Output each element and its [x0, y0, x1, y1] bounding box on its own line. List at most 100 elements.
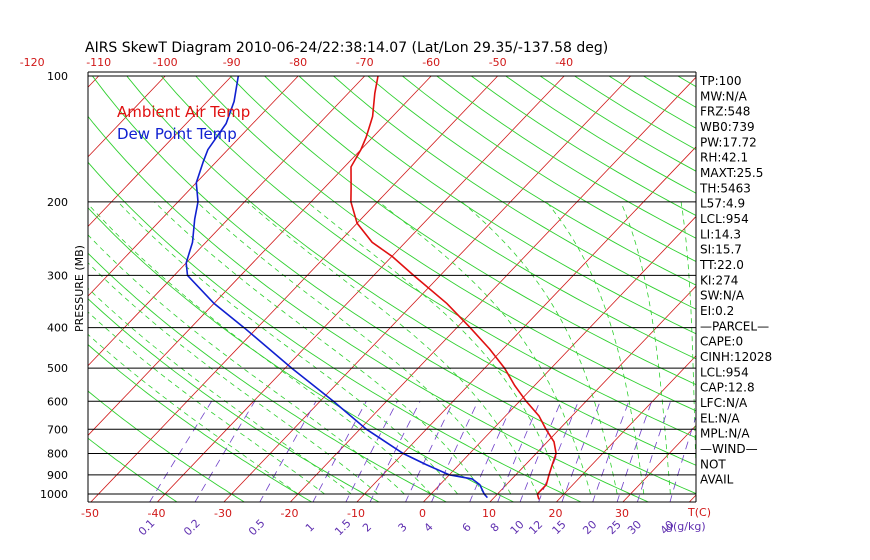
x-axis-label: T(C): [687, 506, 711, 519]
mixing-ratio-label: 8: [488, 520, 502, 534]
stability-index-item: MPL:N/A: [700, 427, 750, 441]
mixing-ratio-line: [497, 401, 541, 502]
stability-index-item: CAP:12.8: [700, 381, 755, 395]
legend-entry: Ambient Air Temp: [117, 103, 250, 121]
stability-index-item: TT:22.0: [699, 258, 744, 272]
moist-adiabat-line: [378, 201, 591, 495]
mixing-ratio-label: 0.5: [246, 517, 268, 539]
stability-index-item: MAXT:25.5: [700, 166, 763, 180]
dry-adiabat-line: [88, 161, 583, 502]
pressure-tick-label: 1000: [40, 488, 68, 501]
dry-adiabat-line: [88, 437, 178, 502]
dry-adiabat-line: [367, 75, 696, 286]
mixing-ratio-line: [312, 401, 367, 502]
isotherm-line: [223, 75, 631, 502]
bottom-temp-tick-label: -20: [281, 507, 299, 520]
dry-adiabat-line: [781, 76, 870, 503]
isotherm-line: [622, 424, 696, 502]
top-temp-tick-label: -80: [289, 56, 307, 69]
mixing-ratio-label: 20: [580, 518, 599, 537]
dry-adiabat-line: [471, 75, 696, 217]
isotherm-line: [822, 76, 870, 503]
stability-index-item: AVAIL: [700, 473, 734, 487]
isotherm-line: [88, 75, 299, 297]
mixing-ratio-line: [636, 401, 671, 502]
mixing-ratio-line: [149, 401, 212, 502]
mixing-ratio-label: 4: [422, 520, 436, 534]
dry-adiabat-line: [126, 75, 696, 466]
stability-index-item: SI:15.7: [700, 243, 742, 257]
dry-adiabat-line: [195, 75, 696, 412]
stability-index-item: EI:0.2: [700, 304, 734, 318]
bottom-temp-tick-label: -50: [81, 507, 99, 520]
pressure-tick-label: 800: [47, 447, 68, 460]
stability-index-item: L57:4.9: [700, 197, 745, 211]
mixing-ratio-label: 3: [396, 520, 410, 534]
stability-index-item: RH:42.1: [700, 151, 748, 165]
mixing-ratio-label: 25: [605, 518, 624, 537]
dry-adiabat-line: [160, 75, 696, 439]
mixing-ratio-line: [431, 401, 479, 502]
skewt-grid: [0, 75, 870, 503]
pressure-tick-label: 200: [47, 196, 68, 209]
top-temp-tick-label: -110: [86, 56, 111, 69]
top-temp-tick-label: -70: [356, 56, 374, 69]
dry-adiabat-line: [88, 207, 515, 502]
mixing-ratio-label: 10: [508, 518, 527, 537]
y-axis-label: PRESSURE (MB): [73, 245, 86, 332]
stability-index-item: MW:N/A: [700, 89, 748, 103]
isotherm-line: [555, 355, 696, 502]
stability-index-item: —WIND—: [700, 442, 758, 456]
stability-index-item: EL:N/A: [700, 411, 740, 425]
chart-title: AIRS SkewT Diagram 2010-06-24/22:38:14.0…: [85, 40, 608, 56]
mixing-ratio-label: 0.2: [181, 517, 203, 539]
isotherm-line: [88, 75, 365, 367]
stability-index-item: KI:274: [700, 273, 738, 287]
moist-adiabat-line: [88, 203, 432, 495]
dry-adiabat-line: [229, 75, 696, 386]
mixing-ratio-line: [194, 401, 256, 502]
mixing-ratio-label: 1: [303, 520, 317, 534]
stability-index-item: SW:N/A: [700, 289, 745, 303]
pressure-tick-label: 600: [47, 395, 68, 408]
mixing-ratio-label: 2: [360, 520, 374, 534]
mixing-ratio-line: [405, 401, 454, 502]
bottom-temp-tick-label: -10: [347, 507, 365, 520]
sounding-profiles: [185, 75, 557, 500]
moist-adiabat-line: [306, 201, 565, 495]
mixing-ratio-label: 6: [460, 520, 474, 534]
mixing-ratio-line: [519, 401, 562, 502]
pressure-tick-label: 900: [47, 469, 68, 482]
mixing-ratio-label: 15: [550, 518, 569, 537]
chart-legend: Ambient Air Temp Dew Point Temp: [117, 103, 250, 143]
stability-index-item: NOT: [700, 457, 726, 471]
stability-index-item: LI:14.3: [700, 227, 741, 241]
isotherm-line: [88, 75, 432, 436]
dry-adiabat-line: [88, 390, 246, 502]
mixing-ratio-line: [616, 401, 653, 502]
stability-index-item: CINH:12028: [700, 350, 772, 364]
isotherm-line: [88, 75, 232, 228]
stability-index-item: LFC:N/A: [700, 396, 748, 410]
dry-adiabat-line: [333, 75, 696, 310]
top-temp-tick-label: -50: [489, 56, 507, 69]
top-temp-tick-label: -120: [20, 56, 45, 69]
moist-adiabat-line: [680, 201, 696, 479]
isotherm-line: [489, 285, 696, 502]
dry-adiabat-line: [264, 75, 696, 360]
isotherm-line: [422, 215, 696, 502]
mixing-ratio-label: 12: [526, 518, 545, 537]
isotherm-line: [0, 76, 32, 503]
stability-index-item: TH:5463: [699, 181, 751, 195]
dry-adiabat-line: [436, 75, 696, 239]
stability-index-item: PW:17.72: [700, 135, 757, 149]
top-temp-tick-label: -60: [422, 56, 440, 69]
stability-index-item: TP:100: [699, 74, 742, 88]
moist-adiabat-line: [88, 333, 299, 495]
pressure-tick-label: 100: [47, 70, 68, 83]
top-temp-tick-label: -100: [153, 56, 178, 69]
isotherm-line: [90, 75, 498, 502]
mixing-ratio-label: 30: [625, 518, 644, 537]
